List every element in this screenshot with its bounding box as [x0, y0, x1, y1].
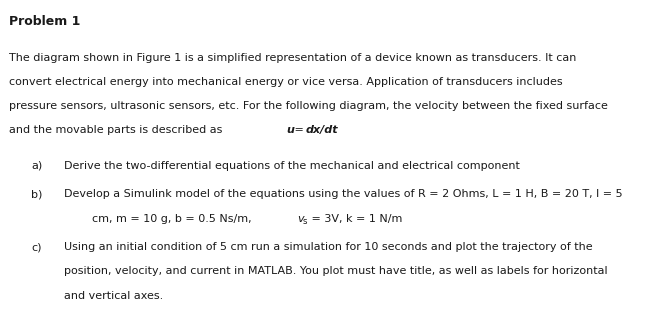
Text: cm, m = 10 g, b = 0.5 Ns/m,: cm, m = 10 g, b = 0.5 Ns/m,: [92, 214, 255, 224]
Text: and vertical axes.: and vertical axes.: [64, 291, 164, 301]
Text: s: s: [303, 217, 307, 226]
Text: and the movable parts is described as: and the movable parts is described as: [9, 125, 225, 135]
Text: = 3V, k = 1 N/m: = 3V, k = 1 N/m: [308, 214, 402, 224]
Text: Using an initial condition of 5 cm run a simulation for 10 seconds and plot the : Using an initial condition of 5 cm run a…: [64, 242, 593, 252]
Text: Develop a Simulink model of the equations using the values of R = 2 Ohms, L = 1 : Develop a Simulink model of the equation…: [64, 189, 623, 199]
Text: c): c): [31, 242, 42, 252]
Text: convert electrical energy into mechanical energy or vice versa. Application of t: convert electrical energy into mechanica…: [9, 77, 562, 87]
Text: .: .: [334, 125, 337, 135]
Text: Problem 1: Problem 1: [9, 15, 80, 28]
Text: v: v: [297, 214, 303, 224]
Text: pressure sensors, ultrasonic sensors, etc. For the following diagram, the veloci: pressure sensors, ultrasonic sensors, et…: [9, 101, 607, 111]
Text: Derive the two-differential equations of the mechanical and electrical component: Derive the two-differential equations of…: [64, 161, 520, 171]
Text: dx/dt: dx/dt: [306, 125, 339, 135]
Text: The diagram shown in Figure 1 is a simplified representation of a device known a: The diagram shown in Figure 1 is a simpl…: [9, 53, 576, 63]
Text: position, velocity, and current in MATLAB. You plot must have title, as well as : position, velocity, and current in MATLA…: [64, 266, 608, 276]
Text: =: =: [291, 125, 308, 135]
Text: a): a): [31, 161, 43, 171]
Text: u: u: [286, 125, 294, 135]
Text: b): b): [31, 189, 43, 199]
